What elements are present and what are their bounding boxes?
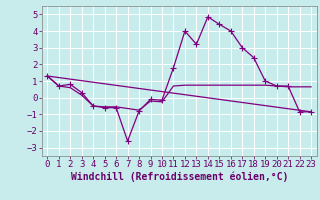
X-axis label: Windchill (Refroidissement éolien,°C): Windchill (Refroidissement éolien,°C) — [70, 172, 288, 182]
